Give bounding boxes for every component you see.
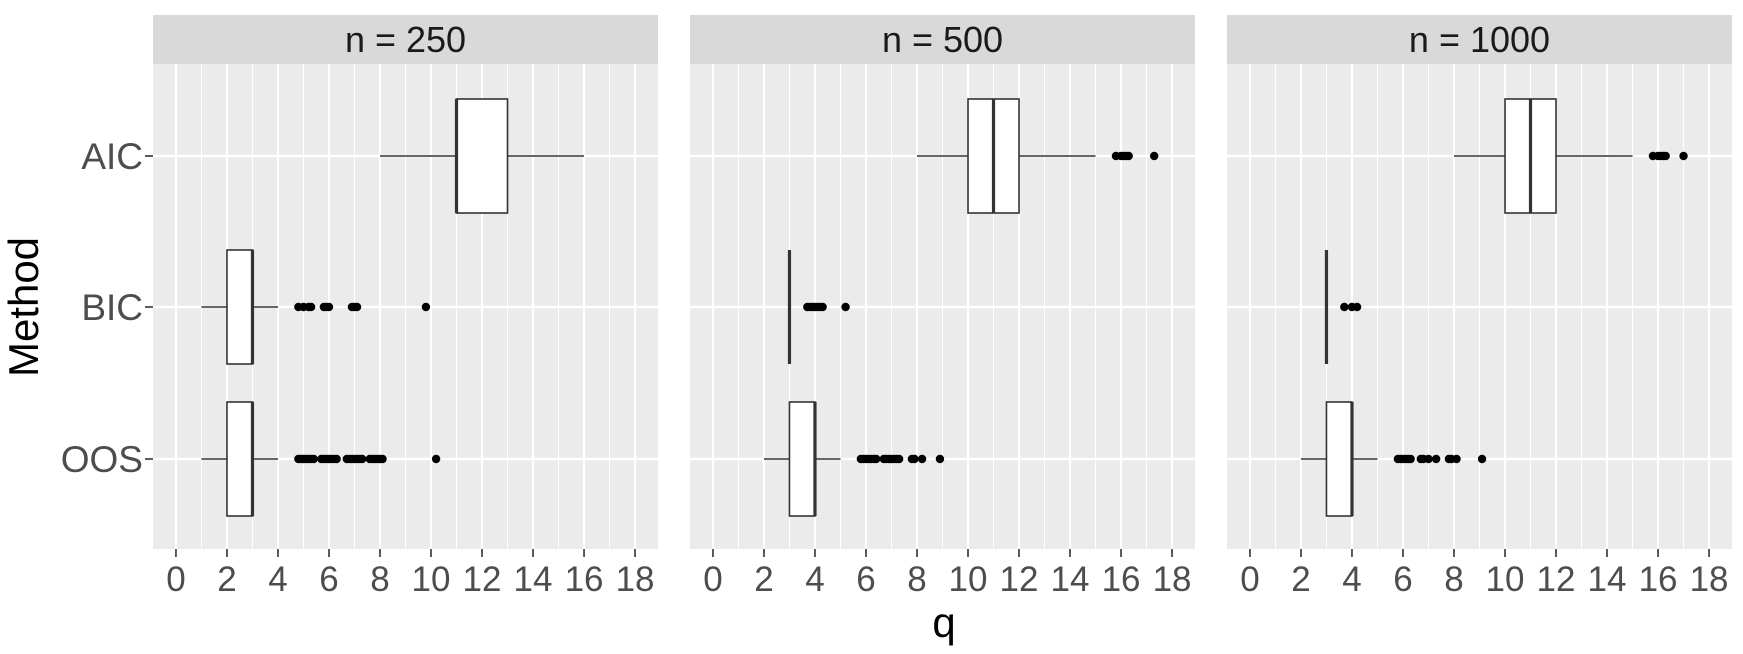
outlier-point bbox=[332, 454, 341, 464]
box-bic bbox=[787, 250, 850, 364]
box-aic bbox=[916, 98, 1159, 214]
outlier-point bbox=[1352, 302, 1362, 312]
outlier-point bbox=[1661, 151, 1670, 161]
outlier-point bbox=[324, 302, 334, 312]
box-iqr bbox=[455, 98, 509, 214]
x-tick-label: 2 bbox=[754, 560, 773, 599]
outlier-point bbox=[309, 454, 318, 464]
facet-panel: n = 500 0 2 4 6 8 10 12 14 16 18 bbox=[690, 15, 1195, 599]
outlier-point bbox=[1149, 151, 1159, 161]
x-tick-label: 0 bbox=[1240, 560, 1259, 599]
x-tick-label: 4 bbox=[1342, 560, 1361, 599]
outlier-point bbox=[1431, 454, 1441, 464]
box-bic bbox=[201, 249, 431, 365]
outlier-point bbox=[1477, 454, 1487, 464]
x-tick-label: 8 bbox=[370, 560, 389, 599]
x-tick-label: 16 bbox=[1102, 560, 1141, 599]
outlier-point bbox=[352, 302, 362, 312]
y-axis-tick-labels: AIC BIC OOS bbox=[61, 136, 153, 480]
x-tick-label: 14 bbox=[1051, 560, 1090, 599]
outlier-point bbox=[841, 302, 850, 312]
outlier-point bbox=[1340, 302, 1349, 312]
x-tick-label: 18 bbox=[1153, 560, 1192, 599]
outlier-point bbox=[431, 454, 441, 464]
facet-panel: n = 250 0 2 4 6 8 10 12 14 16 18 bbox=[153, 15, 658, 599]
outlier-point bbox=[935, 454, 945, 464]
x-tick-label: 8 bbox=[907, 560, 926, 599]
box-oos bbox=[763, 401, 945, 517]
facet-panel: n = 1000 0 2 4 6 8 10 12 14 16 18 bbox=[1227, 15, 1732, 599]
y-axis-title: Method bbox=[0, 237, 47, 377]
x-tick-label: 2 bbox=[217, 560, 236, 599]
box-iqr bbox=[226, 401, 254, 517]
facet-strip-label: n = 500 bbox=[882, 19, 1003, 60]
box-iqr bbox=[226, 249, 254, 365]
y-tick-label: AIC bbox=[81, 136, 143, 177]
y-tick-label: OOS bbox=[61, 439, 143, 480]
x-tick-label: 0 bbox=[166, 560, 185, 599]
x-tick-label: 16 bbox=[1639, 560, 1678, 599]
x-tick-label: 2 bbox=[1291, 560, 1310, 599]
outlier-point bbox=[917, 454, 927, 464]
x-tick-label: 10 bbox=[1486, 560, 1525, 599]
x-tick-label: 18 bbox=[616, 560, 655, 599]
x-tick-label: 16 bbox=[565, 560, 604, 599]
box-iqr bbox=[788, 401, 816, 517]
x-tick-label: 6 bbox=[856, 560, 875, 599]
outlier-point bbox=[910, 454, 919, 464]
box-oos bbox=[201, 401, 441, 517]
facet-strip bbox=[1227, 15, 1732, 64]
x-tick-label: 8 bbox=[1444, 560, 1463, 599]
box-oos bbox=[1300, 401, 1487, 517]
x-axis-title: q bbox=[932, 599, 955, 646]
box-iqr bbox=[1325, 401, 1353, 517]
outlier-point bbox=[871, 454, 881, 464]
x-tick-label: 12 bbox=[1000, 560, 1039, 599]
facet-strip-label: n = 1000 bbox=[1409, 19, 1550, 60]
x-tick-label: 10 bbox=[949, 560, 988, 599]
outlier-point bbox=[421, 302, 431, 312]
x-tick-label: 6 bbox=[319, 560, 338, 599]
box-bic bbox=[1324, 250, 1362, 364]
outlier-point bbox=[894, 454, 904, 464]
x-tick-label: 4 bbox=[805, 560, 824, 599]
outlier-point bbox=[378, 454, 387, 464]
x-tick-label: 12 bbox=[463, 560, 502, 599]
x-tick-label: 4 bbox=[268, 560, 287, 599]
outlier-point bbox=[306, 302, 316, 312]
outlier-point bbox=[1406, 454, 1415, 464]
facet-strip bbox=[690, 15, 1195, 64]
y-tick-label: BIC bbox=[81, 287, 143, 328]
outlier-point bbox=[1452, 454, 1461, 464]
outlier-point bbox=[1124, 151, 1133, 161]
x-tick-label: 10 bbox=[412, 560, 451, 599]
x-tick-label: 14 bbox=[1588, 560, 1627, 599]
facet-strip-label: n = 250 bbox=[345, 19, 466, 60]
x-tick-label: 14 bbox=[514, 560, 553, 599]
box-aic bbox=[379, 98, 585, 214]
outlier-point bbox=[357, 454, 367, 464]
facet-strip bbox=[153, 15, 658, 64]
outlier-point bbox=[1424, 454, 1433, 464]
x-tick-label: 12 bbox=[1537, 560, 1576, 599]
x-tick-label: 18 bbox=[1690, 560, 1729, 599]
x-tick-label: 6 bbox=[1393, 560, 1412, 599]
outlier-point bbox=[818, 302, 827, 312]
outlier-point bbox=[1679, 151, 1688, 161]
x-tick-label: 0 bbox=[703, 560, 722, 599]
box-aic bbox=[1453, 98, 1688, 214]
